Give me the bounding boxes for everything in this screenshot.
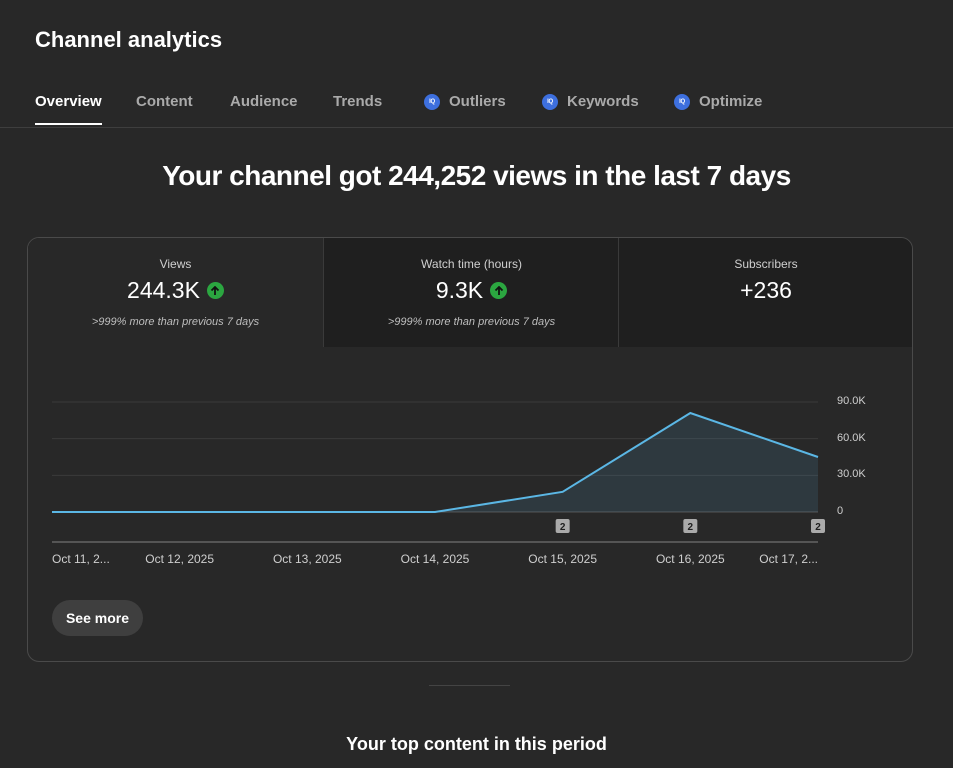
tab-label: Trends <box>333 93 383 110</box>
chart-svg: 2 2 2 <box>52 401 825 543</box>
metric-value: 244.3K <box>127 277 200 303</box>
metric-value: 9.3K <box>435 277 484 303</box>
tab-outliers[interactable]: IQ Outliers <box>424 93 506 110</box>
y-tick-label: 90.0K <box>837 395 866 407</box>
see-more-button[interactable]: See more <box>52 600 143 636</box>
tab-label: Overview <box>35 93 102 110</box>
tab-label: Keywords <box>567 93 639 110</box>
metric-value: +236 <box>740 277 792 303</box>
y-tick-label: 30.0K <box>837 468 866 481</box>
video-marker-label: 2 <box>560 522 566 533</box>
metric-views[interactable]: Views 244.3K >999% more than previous 7 … <box>28 238 323 347</box>
video-marker <box>683 519 698 533</box>
analytics-card: Views 244.3K >999% more than previous 7 … <box>27 237 913 662</box>
section-divider <box>429 685 510 686</box>
metric-watch-time[interactable]: Watch time (hours) 9.3K >999% more than … <box>323 238 619 347</box>
tab-label: Audience <box>230 93 298 110</box>
x-tick-label: Oct 17, 2... <box>759 552 818 566</box>
tab-content[interactable]: Content <box>136 93 193 110</box>
video-marker <box>811 519 825 533</box>
headline: Your channel got 244,252 views in the la… <box>162 160 791 191</box>
top-content-heading: Your top content in this period <box>346 734 607 754</box>
video-marker <box>555 519 570 533</box>
tab-bar: Overview Content Audience Trends IQ Outl… <box>0 84 953 128</box>
iq-badge-icon: IQ <box>424 93 440 110</box>
tab-label: Content <box>136 93 193 110</box>
tab-optimize[interactable]: IQ Optimize <box>674 93 762 110</box>
views-chart[interactable]: 2 2 2 90.0K 60.0K 30.0K 0 Oct 11, 2... Oct 12,… <box>28 347 912 577</box>
x-tick-label: Oct 14, 2025 <box>400 552 470 566</box>
y-tick-label: 60.0K <box>837 431 866 444</box>
series-area <box>52 413 818 512</box>
video-marker-label: 2 <box>688 522 694 533</box>
tab-trends[interactable]: Trends <box>333 93 382 110</box>
video-marker-label: 2 <box>815 522 821 533</box>
y-tick-label: 0 <box>837 505 844 517</box>
series-line <box>52 411 819 513</box>
metric-comparison: >999% more than previous 7 days <box>387 316 556 328</box>
x-tick-label: Oct 11, 2... <box>52 552 110 566</box>
metric-comparison: >999% more than previous 7 days <box>91 316 260 328</box>
iq-badge-icon: IQ <box>542 93 558 110</box>
x-tick-label: Oct 15, 2025 <box>528 552 598 566</box>
metrics-row: Views 244.3K >999% more than previous 7 … <box>28 238 912 347</box>
tab-label: Optimize <box>699 93 763 110</box>
tab-label: Outliers <box>449 93 506 110</box>
tab-audience[interactable]: Audience <box>230 93 298 110</box>
iq-badge-icon: IQ <box>674 93 690 110</box>
metric-label: Views <box>159 257 192 271</box>
x-tick-label: Oct 13, 2025 <box>272 552 342 566</box>
x-tick-label: Oct 16, 2025 <box>655 552 725 566</box>
tab-overview[interactable]: Overview <box>35 93 102 125</box>
metric-label: Subscribers <box>734 257 798 271</box>
metric-subscribers[interactable]: Subscribers +236 <box>618 238 912 347</box>
arrow-up-icon <box>490 282 508 299</box>
metric-label: Watch time (hours) <box>421 257 522 271</box>
x-tick-label: Oct 12, 2025 <box>145 552 215 566</box>
page-title: Channel analytics <box>35 27 223 52</box>
tab-keywords[interactable]: IQ Keywords <box>542 93 639 110</box>
arrow-up-icon <box>206 282 224 299</box>
